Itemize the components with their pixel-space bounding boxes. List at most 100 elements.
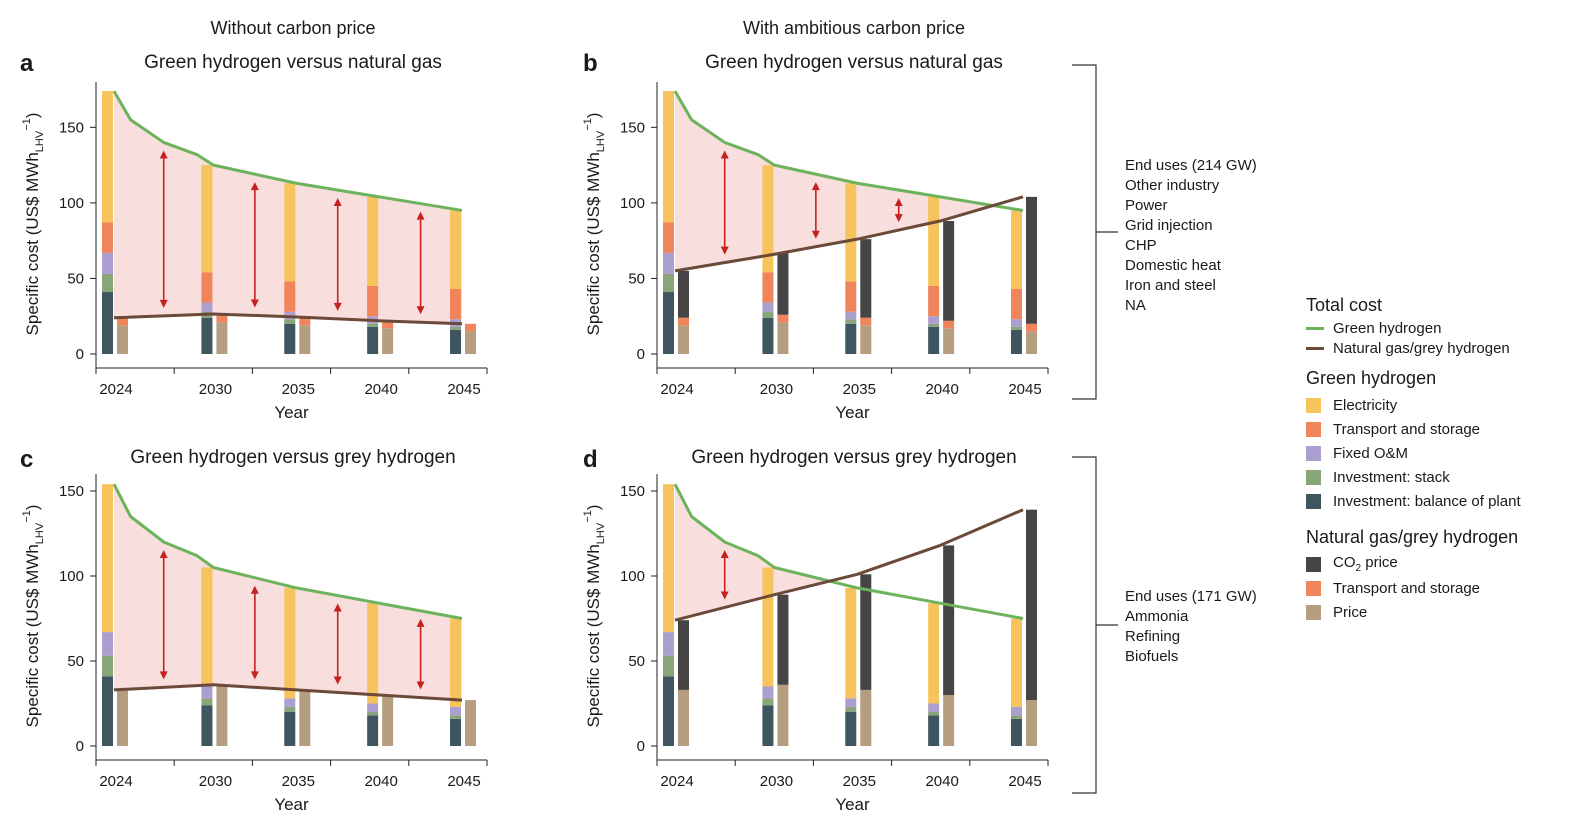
- green-bar-investment-stack-2045: [1011, 715, 1022, 719]
- panel-title-a: Green hydrogen versus natural gas: [144, 52, 442, 73]
- green-bar-electricity-2035: [845, 183, 857, 282]
- cost-gap-arrow-head: [159, 150, 168, 159]
- legend-heading: Total cost: [1306, 295, 1383, 315]
- green-bar-fixed-om-2040: [367, 703, 379, 712]
- green-bar-fixed-om-2035: [845, 311, 857, 320]
- green-bar-investment-stack-2030: [762, 698, 774, 706]
- y-axis-label: Specific cost (US$ MWhLHV−1): [582, 113, 607, 336]
- end-use-item: Grid injection: [1125, 217, 1213, 234]
- grey-bar-transport-2030: [216, 314, 228, 323]
- green-bar-electricity-2040: [928, 196, 940, 286]
- y-tick-label: 150: [620, 119, 645, 136]
- green-bar-investment-stack-2035: [284, 706, 296, 712]
- co2-price-swatch: [1306, 556, 1321, 572]
- green-bar-electricity-2040: [928, 603, 940, 704]
- cost-gap-arrow-head: [811, 230, 820, 239]
- legend-item: Electricity: [1306, 393, 1521, 417]
- green-bar-investment-stack-2030: [762, 311, 774, 318]
- grey-bar-price-2024: [117, 325, 128, 354]
- legend-item: Investment: stack: [1306, 465, 1521, 489]
- x-tick-label: 2040: [364, 773, 397, 790]
- green-bar-fixed-om-2040: [928, 316, 940, 324]
- y-tick-label: 150: [620, 483, 645, 500]
- green-bar-investment-bop-2035: [845, 323, 857, 354]
- legend-label: CO2 price: [1333, 554, 1398, 574]
- cost-gap-arrow-head: [333, 198, 342, 207]
- green-bar-investment-bop-2035: [284, 712, 296, 746]
- end-use-item: Refining: [1125, 628, 1181, 645]
- cost-gap-arrow-head: [250, 299, 259, 308]
- grey-bar-price-2045: [1026, 331, 1037, 354]
- green-bar-fixed-om-2045: [1011, 706, 1022, 716]
- green-bar-fixed-om-2030: [762, 686, 774, 699]
- green-bar-investment-stack-2024: [663, 655, 674, 677]
- grey-hydrogen-total-line: [674, 195, 1024, 273]
- green-bar-investment-stack-2035: [284, 319, 296, 324]
- cost-gap-arrow-head: [333, 302, 342, 311]
- transport-swatch: [1306, 421, 1321, 437]
- x-tick-label: 2035: [282, 381, 315, 398]
- cost-gap-arrow-head: [720, 591, 729, 600]
- grey-bar-transport-2045: [1026, 323, 1037, 332]
- end-use-item: End uses (214 GW): [1125, 157, 1257, 174]
- panel-letter-a: a: [20, 50, 34, 77]
- green-bar-fixed-om-2024: [102, 252, 113, 274]
- legend-label: Transport and storage: [1333, 420, 1481, 438]
- grey-bar-price-2030: [777, 684, 789, 746]
- legend-label: Investment: balance of plant: [1333, 492, 1521, 510]
- legend-label: Transport and storage: [1333, 579, 1481, 597]
- legend-item: Price: [1306, 600, 1518, 624]
- green-bar-investment-stack-2040: [367, 712, 379, 716]
- price-swatch: [1306, 604, 1321, 620]
- green-bar-investment-bop-2035: [284, 323, 296, 354]
- x-axis-label: Year: [274, 795, 309, 814]
- end-use-group-2: End uses (171 GW) Ammonia Refining Biofu…: [1125, 587, 1257, 667]
- green-bar-investment-bop-2030: [762, 705, 774, 746]
- cost-gap-arrow-head: [159, 299, 168, 308]
- cost-gap-arrow-head: [720, 246, 729, 255]
- grey-bar-transport-2030: [777, 314, 789, 323]
- legend-label: Natural gas/grey hydrogen: [1333, 339, 1510, 357]
- grey-bar-price-2040: [382, 328, 394, 354]
- green-bar-investment-stack-2040: [367, 323, 379, 327]
- green-bar-investment-bop-2045: [450, 329, 461, 354]
- green-bar-investment-bop-2045: [1011, 718, 1022, 746]
- end-use-group-1: End uses (214 GW) Other industry Power G…: [1125, 156, 1257, 316]
- legend-label: Fixed O&M: [1333, 444, 1409, 462]
- x-tick-label: 2030: [199, 381, 232, 398]
- grey-hydrogen-total-line: [113, 683, 463, 702]
- end-use-item: Other industry: [1125, 177, 1220, 194]
- x-axis-label: Year: [274, 403, 309, 422]
- legend-label: Investment: stack: [1333, 468, 1450, 486]
- green-bar-transport-2035: [284, 281, 296, 312]
- green-bar-transport-2040: [928, 286, 940, 317]
- transport-swatch: [1306, 580, 1321, 596]
- green-hydrogen-total-line: [112, 483, 463, 620]
- y-axis-label: Specific cost (US$ MWhLHV−1): [582, 505, 607, 728]
- green-bar-transport-2040: [367, 286, 379, 317]
- grey-bar-price-2024: [117, 689, 128, 746]
- green-bar-electricity-2030: [762, 165, 774, 273]
- cost-gap-arrow-head: [720, 150, 729, 159]
- green-bar-investment-bop-2024: [663, 292, 674, 354]
- end-use-item: Ammonia: [1125, 608, 1189, 625]
- legend-item: Transport and storage: [1306, 576, 1518, 600]
- x-tick-label: 2035: [843, 773, 876, 790]
- green-bar-fixed-om-2035: [284, 698, 296, 707]
- green-bar-electricity-2024: [663, 484, 674, 633]
- green-bar-investment-bop-2030: [201, 705, 213, 746]
- y-tick-label: 0: [637, 346, 645, 363]
- green-bar-investment-stack-2024: [663, 273, 674, 293]
- green-bar-electricity-2030: [762, 567, 774, 687]
- green-bar-fixed-om-2030: [201, 302, 213, 312]
- green-bar-investment-stack-2035: [845, 706, 857, 712]
- green-bar-investment-stack-2024: [102, 655, 113, 677]
- cost-gap-arrow-head: [333, 676, 342, 685]
- grey-bar-price-2035: [860, 689, 872, 746]
- green-bar-investment-bop-2030: [762, 317, 774, 354]
- y-tick-label: 50: [67, 270, 84, 287]
- grey-bar-co2-2040: [943, 221, 955, 321]
- end-use-item: Iron and steel: [1125, 277, 1216, 294]
- panel-title-b: Green hydrogen versus natural gas: [705, 52, 1003, 73]
- x-tick-label: 2030: [199, 773, 232, 790]
